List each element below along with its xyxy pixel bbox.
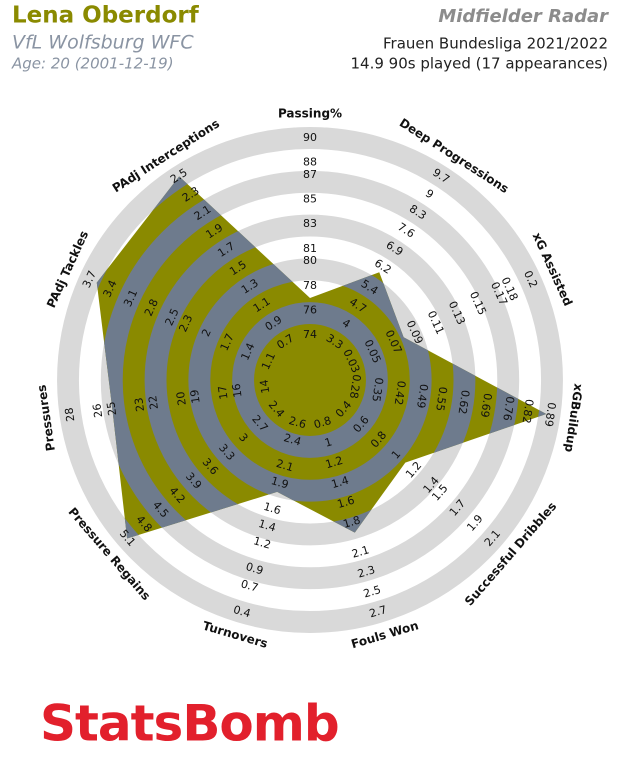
- tick-label: 76: [303, 303, 317, 316]
- tick-label: 14: [258, 379, 273, 395]
- tick-label: 78: [303, 279, 317, 292]
- player-age: Age: 20 (2001-12-19): [11, 55, 174, 73]
- tick-label: 0.7: [239, 577, 259, 594]
- tick-label: 2.3: [356, 563, 376, 580]
- tick-label: 1.6: [336, 494, 356, 511]
- ring: [57, 127, 563, 633]
- tick-label: 80: [303, 254, 317, 267]
- tick-label: 0.62: [456, 389, 472, 415]
- tick-label: 0.55: [433, 386, 449, 412]
- tick-label: 1.8: [342, 513, 362, 530]
- tick-label: 83: [303, 217, 317, 230]
- ring-overlap: [232, 302, 388, 458]
- tick-label: 0.28: [347, 373, 363, 399]
- tick-label: 1.4: [257, 517, 277, 534]
- tick-label: 90: [303, 131, 317, 144]
- radar-title: Midfielder Radar: [438, 6, 609, 27]
- tick-label: 2.1: [350, 543, 370, 560]
- axis-label: xGBuildup: [562, 383, 586, 454]
- tick-label: 19: [188, 389, 203, 405]
- tick-label: 0.8: [312, 414, 332, 431]
- tick-label: 1: [323, 435, 333, 449]
- tick-label: 0.82: [519, 398, 535, 424]
- tick-label: 1.9: [270, 474, 290, 491]
- tick-label: 1.2: [324, 454, 344, 471]
- tick-label: 74: [303, 328, 317, 341]
- player-name: Lena Oberdorf: [12, 3, 200, 29]
- tick-label: 0.9: [244, 560, 264, 577]
- tick-label: 2.5: [362, 583, 382, 600]
- tick-label: 81: [303, 242, 317, 255]
- tick-label: 1.2: [252, 534, 272, 551]
- tick-label: 87: [303, 168, 317, 181]
- tick-label: 0.4: [232, 603, 252, 620]
- tick-label: 88: [303, 156, 317, 169]
- tick-label: 0.69: [478, 392, 494, 418]
- logo: StatsBomb: [40, 695, 339, 753]
- axis-label: Passing%: [278, 107, 342, 121]
- tick-label: 2.4: [282, 431, 302, 448]
- tick-label: 0.49: [414, 383, 430, 409]
- tick-label: 23: [132, 397, 147, 413]
- tick-label: 2.1: [275, 457, 295, 474]
- tick-label: 9: [423, 187, 436, 202]
- axis-label: Pressures: [35, 384, 58, 452]
- tick-label: 0.42: [392, 380, 408, 406]
- tick-label: 17: [216, 385, 231, 401]
- tick-label: 0.76: [500, 395, 516, 421]
- tick-label: 16: [230, 383, 245, 399]
- tick-label: 0.35: [369, 377, 385, 403]
- tick-label: 20: [174, 391, 189, 407]
- competition: Frauen Bundesliga 2021/2022: [383, 35, 608, 53]
- playing-time: 14.9 90s played (17 appearances): [351, 55, 608, 73]
- tick-label: 1.6: [262, 500, 282, 517]
- tick-label: 26: [90, 403, 105, 419]
- tick-label: 2.7: [368, 603, 388, 620]
- tick-label: 2: [199, 327, 214, 339]
- tick-label: 85: [303, 193, 317, 206]
- tick-label: 25: [104, 401, 119, 417]
- tick-label: 1.4: [330, 474, 350, 491]
- team-name: VfL Wolfsburg WFC: [12, 32, 194, 54]
- tick-label: 22: [146, 395, 161, 411]
- tick-label: 28: [63, 407, 78, 423]
- tick-label: 0.89: [542, 401, 558, 427]
- tick-label: 2.6: [287, 414, 307, 431]
